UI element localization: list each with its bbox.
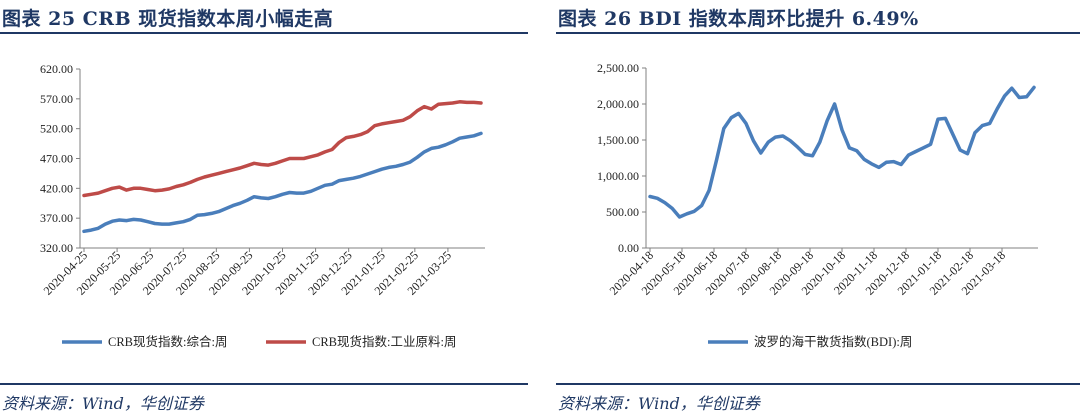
y-tick-label: 1,500.00 bbox=[597, 133, 639, 147]
series-line bbox=[82, 131, 483, 234]
figure-title: 图表 25 CRB 现货指数本周小幅走高 bbox=[2, 8, 334, 30]
y-tick-label: 370.00 bbox=[40, 211, 73, 225]
y-tick-label: 570.00 bbox=[40, 92, 73, 106]
legend-label: CRB现货指数:工业原料:周 bbox=[312, 334, 456, 349]
y-tick-label: 0.00 bbox=[618, 241, 639, 255]
y-tick-label: 320.00 bbox=[40, 241, 73, 255]
series-line bbox=[82, 100, 483, 198]
y-tick-label: 470.00 bbox=[40, 152, 73, 166]
figure-panel-crb: 图表 25 CRB 现货指数本周小幅走高 320.00 370.00 420.00 4… bbox=[0, 0, 528, 413]
y-tick-label: 620.00 bbox=[40, 62, 73, 76]
source-note: 资料来源：Wind，华创证券 bbox=[2, 394, 204, 413]
y-tick-label: 1,000.00 bbox=[597, 169, 639, 183]
y-tick-label: 2,000.00 bbox=[597, 97, 639, 111]
title-rule bbox=[556, 32, 1080, 34]
source-rule bbox=[556, 383, 1080, 385]
figure-panel-bdi: 图表 26 BDI 指数本周环比提升 6.49% 0.00 500.00 1,000… bbox=[556, 0, 1080, 413]
y-tick-label: 500.00 bbox=[606, 205, 639, 219]
y-tick-label: 520.00 bbox=[40, 122, 73, 136]
legend-label: 波罗的海干散货指数(BDI):周 bbox=[754, 334, 912, 349]
bdi-chart: 0.00 500.00 1,000.00 1,500.00 2,000.00 2,500.… bbox=[597, 61, 1038, 349]
figure-title: 图表 26 BDI 指数本周环比提升 6.49% bbox=[558, 8, 919, 30]
y-tick-label: 420.00 bbox=[40, 181, 73, 195]
series-line bbox=[648, 85, 1036, 219]
crb-chart: 320.00 370.00 420.00 470.00 520.00 570.00 620.… bbox=[40, 62, 485, 349]
legend-label: CRB现货指数:综合:周 bbox=[108, 334, 227, 349]
source-note: 资料来源：Wind，华创证券 bbox=[558, 394, 760, 413]
source-rule bbox=[0, 383, 528, 385]
title-rule bbox=[0, 32, 528, 34]
y-tick-label: 2,500.00 bbox=[597, 61, 639, 75]
